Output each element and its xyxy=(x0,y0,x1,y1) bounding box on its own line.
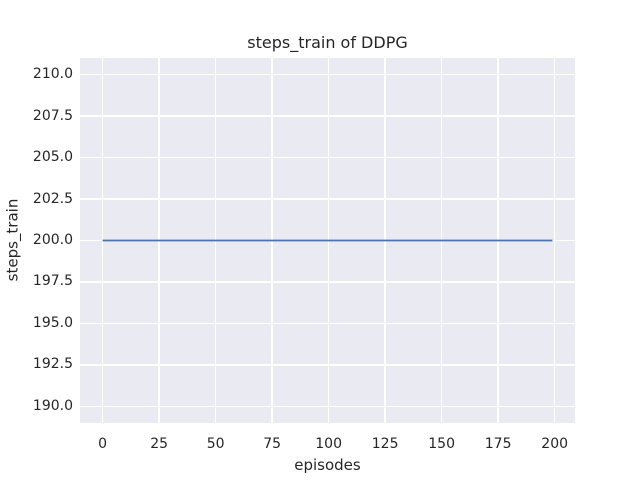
x-tick-label: 0 xyxy=(98,436,108,452)
y-tick-label: 202.5 xyxy=(32,190,73,207)
gridline-horizontal xyxy=(80,115,575,117)
y-tick-label: 192.5 xyxy=(32,356,73,373)
gridline-horizontal xyxy=(80,198,575,200)
x-tick-label: 200 xyxy=(541,436,569,452)
gridline-horizontal xyxy=(80,73,575,76)
x-tick-label: 125 xyxy=(371,436,399,452)
x-axis-label: episodes xyxy=(294,456,361,474)
x-tick-label: 50 xyxy=(206,436,225,452)
gridline-horizontal xyxy=(80,281,575,283)
x-tick-label: 175 xyxy=(484,436,512,452)
y-tick-label: 207.5 xyxy=(32,107,73,124)
gridline-horizontal xyxy=(80,364,575,366)
gridline-horizontal xyxy=(80,405,575,408)
line-series xyxy=(102,239,553,242)
gridline-horizontal xyxy=(80,156,575,159)
y-tick-label: 190.0 xyxy=(32,397,73,414)
x-tick-label: 100 xyxy=(315,436,342,452)
gridline-horizontal xyxy=(80,322,575,325)
plot-area xyxy=(80,58,575,423)
y-tick-label: 195.0 xyxy=(32,314,73,331)
y-tick-label: 197.5 xyxy=(32,273,73,290)
y-tick-label: 200.0 xyxy=(32,232,73,248)
y-tick-label: 210.0 xyxy=(32,66,73,83)
y-tick-label: 205.0 xyxy=(32,149,73,166)
x-tick-label: 75 xyxy=(263,436,282,452)
chart-title: steps_train of DDPG xyxy=(247,33,408,52)
x-tick-label: 150 xyxy=(428,436,455,452)
x-tick-label: 25 xyxy=(150,436,169,452)
